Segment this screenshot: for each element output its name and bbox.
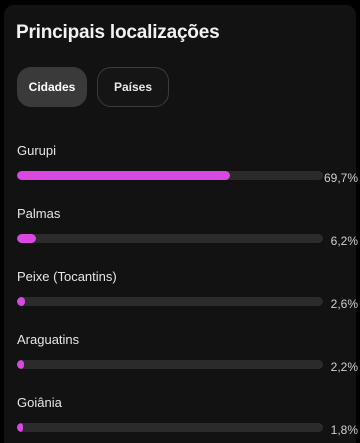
location-name: Gurupi <box>17 143 57 158</box>
tab-countries[interactable]: Países <box>97 67 169 107</box>
share-bar-fill <box>17 360 24 369</box>
location-name: Goiânia <box>17 395 62 410</box>
tab-cities[interactable]: Cidades <box>17 67 87 107</box>
location-name: Peixe (Tocantins) <box>17 269 117 284</box>
share-bar-fill <box>17 423 23 432</box>
share-bar-track <box>17 234 323 243</box>
location-type-tabs: Cidades Países <box>17 67 169 107</box>
card-title: Principais localizações <box>16 22 220 43</box>
share-bar-track <box>17 360 323 369</box>
share-bar-track <box>17 171 323 180</box>
share-bar-track <box>17 423 323 432</box>
location-row-peixe: Peixe (Tocantins) 2,6% <box>17 269 358 317</box>
share-percent: 6,2% <box>330 234 358 248</box>
location-row-araguatins: Araguatins 2,2% <box>17 332 358 380</box>
share-bar-fill <box>17 171 231 180</box>
location-name: Araguatins <box>17 332 80 347</box>
location-name: Palmas <box>17 206 61 221</box>
share-percent: 2,6% <box>330 297 358 311</box>
share-percent: 1,8% <box>330 423 358 437</box>
share-percent: 2,2% <box>330 360 358 374</box>
share-bar-fill <box>17 234 36 243</box>
share-percent: 69,7% <box>323 171 358 185</box>
share-bar-fill <box>17 297 25 306</box>
location-row-palmas: Palmas 6,2% <box>17 206 358 254</box>
location-row-goiania: Goiânia 1,8% <box>17 395 358 443</box>
location-row-gurupi: Gurupi 69,7% <box>17 143 358 191</box>
top-locations-card: Principais localizações Cidades Países G… <box>4 5 358 443</box>
share-bar-track <box>17 297 323 306</box>
